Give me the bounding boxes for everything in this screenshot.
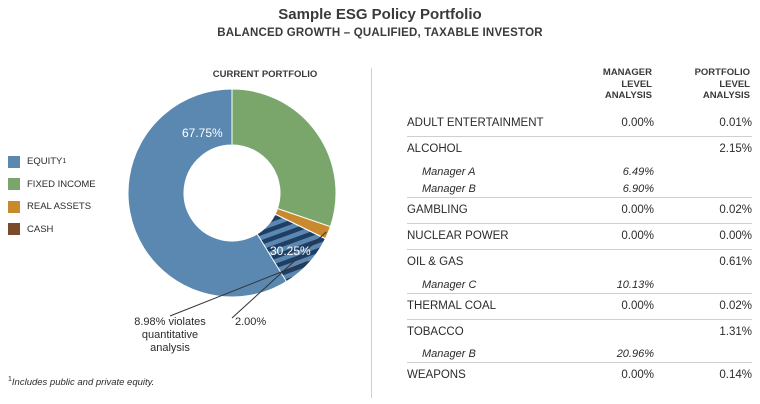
- legend-label-fixed-income: FIXED INCOME: [27, 178, 96, 190]
- legend-label-equity: EQUITY: [27, 156, 63, 167]
- row-label: TOBACCO: [407, 325, 464, 338]
- legend-label-cash: CASH: [27, 223, 54, 235]
- page-title: Sample ESG Policy Portfolio: [278, 6, 482, 23]
- row-divider: [407, 136, 752, 137]
- portfolio-value: 0.01%: [719, 117, 752, 129]
- footnote-mark: 1: [8, 375, 12, 383]
- slice-fixed-income: [231, 88, 337, 228]
- row-divider: [407, 197, 752, 198]
- portfolio-header-line-3: ANALYSIS: [702, 90, 750, 101]
- row-divider: [407, 292, 752, 294]
- real-assets-callout: 2.00%: [235, 316, 267, 328]
- violation-callout: 8.98% violates quantitative analysis: [121, 316, 219, 355]
- legend-item-real-assets: REAL ASSETS: [8, 199, 96, 214]
- manager-value: 6.90%: [622, 183, 654, 195]
- manager-value: 0.00%: [621, 117, 654, 129]
- row-divider: [407, 249, 752, 250]
- manager-header-line-3: ANALYSIS: [604, 90, 652, 101]
- footnote: 1Includes public and private equity.: [8, 375, 155, 388]
- manager-level-header: MANAGER LEVEL ANALYSIS: [603, 67, 652, 102]
- row-divider: [407, 362, 752, 363]
- portfolio-value: 1.31%: [719, 325, 752, 338]
- manager-value: 20.96%: [616, 348, 654, 360]
- row-label: OIL & GAS: [407, 256, 464, 268]
- manager-header-line-2: LEVEL: [621, 78, 652, 90]
- portfolio-value: 2.15%: [719, 143, 752, 155]
- legend-label-real-assets: REAL ASSETS: [27, 201, 92, 212]
- row-label: Manager A: [422, 165, 476, 178]
- column-divider: [371, 68, 372, 398]
- portfolio-value: 0.14%: [719, 369, 752, 381]
- portfolio-header-line-1: PORTFOLIO: [694, 67, 750, 78]
- legend-item-equity: EQUITY 1: [8, 154, 96, 169]
- row-label: ALCOHOL: [407, 143, 462, 155]
- manager-header-line-1: MANAGER: [602, 67, 652, 78]
- violation-callout-line-3: analysis: [150, 342, 190, 354]
- footnote-text: Includes public and private equity.: [11, 377, 155, 388]
- chart-heading: CURRENT PORTFOLIO: [212, 69, 318, 80]
- fixed-income-pct-label: 30.25%: [270, 244, 311, 258]
- legend-swatch-equity: [8, 155, 20, 168]
- manager-value: 0.00%: [621, 369, 654, 381]
- slice-equity-violating-hatch: [256, 213, 327, 283]
- legend-item-cash: CASH: [8, 222, 96, 237]
- violation-callout-line-2: quantitative: [141, 329, 199, 341]
- chart-legend: EQUITY 1 FIXED INCOME REAL ASSETS CASH: [8, 154, 96, 244]
- row-divider: [407, 318, 752, 320]
- row-label: Manager C: [422, 278, 477, 291]
- manager-value: 0.00%: [621, 299, 654, 312]
- row-label: GAMBLING: [407, 204, 468, 216]
- row-label: Manager B: [422, 348, 476, 360]
- row-label: WEAPONS: [407, 369, 466, 381]
- portfolio-value: 0.61%: [719, 256, 752, 268]
- legend-swatch-cash: [8, 223, 20, 235]
- page-subtitle: BALANCED GROWTH – QUALIFIED, TAXABLE INV…: [217, 27, 543, 39]
- row-divider: [407, 223, 752, 224]
- portfolio-value: 0.02%: [719, 204, 752, 216]
- legend-swatch-real-assets: [8, 200, 20, 213]
- equity-pct-label: 67.75%: [182, 126, 223, 140]
- row-label: NUCLEAR POWER: [407, 230, 509, 242]
- row-label: THERMAL COAL: [407, 299, 497, 312]
- portfolio-level-header: PORTFOLIO LEVEL ANALYSIS: [695, 67, 750, 102]
- row-label: ADULT ENTERTAINMENT: [407, 117, 544, 129]
- manager-value: 0.00%: [621, 204, 654, 216]
- portfolio-value: 0.00%: [719, 230, 752, 242]
- donut-chart: [127, 88, 337, 319]
- legend-swatch-fixed-income: [8, 178, 20, 190]
- real-assets-leader-line: [231, 231, 327, 319]
- legend-item-fixed-income: FIXED INCOME: [8, 177, 96, 192]
- row-label: Manager B: [422, 183, 476, 195]
- manager-value: 6.49%: [622, 165, 654, 178]
- manager-value: 10.13%: [616, 278, 654, 291]
- portfolio-value: 0.02%: [719, 299, 752, 312]
- manager-value: 0.00%: [621, 230, 654, 242]
- portfolio-header-line-2: LEVEL: [719, 78, 750, 90]
- violation-callout-line-1: 8.98% violates: [134, 316, 206, 328]
